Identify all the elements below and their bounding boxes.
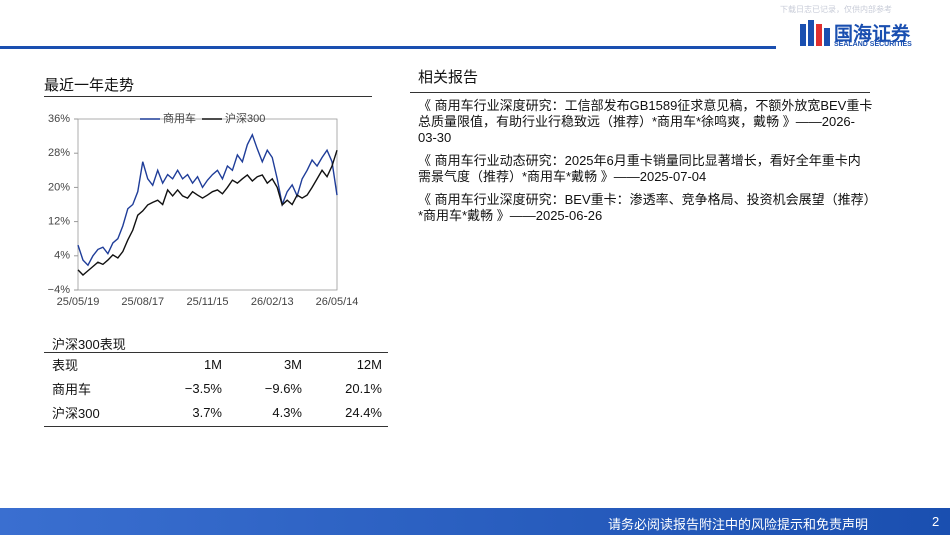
rule [44,96,372,97]
table-row: 沪深300 3.7% 4.3% 24.4% [52,400,382,424]
table-cell: 24.4% [345,404,382,420]
table-cell: −3.5% [184,380,222,396]
table-cell: 3.7% [192,404,222,420]
table-cell: 12M [356,356,382,372]
y-tick-label: −4% [48,284,71,296]
x-tick-label: 26/02/13 [251,296,294,308]
reports-list: 《 商用车行业深度研究：工信部发布GB1589征求意见稿，不额外放宽BEV重卡总… [418,98,873,231]
trend-title: 最近一年走势 [44,77,135,94]
rule [410,92,870,93]
report-item: 《 商用车行业动态研究：2025年6月重卡销量同比显著增长，看好全年重卡内需景气… [418,153,861,184]
y-tick-label: 36% [48,113,70,125]
y-tick-label: 20% [48,181,70,193]
legend-label: 沪深300 [225,111,265,125]
page-number: 2 [932,514,940,529]
reports-title: 相关报告 [418,69,479,86]
report-item: 《 商用车行业深度研究：BEV重卡：渗透率、竞争格局、投资机会展望（推荐）*商用… [418,192,871,223]
table-cell: 4.3% [272,404,302,420]
y-tick-label: 12% [48,216,70,228]
x-tick-label: 25/05/19 [57,296,100,308]
perf-table: 表现 1M 3M 12M 商用车 −3.5% −9.6% 20.1% 沪深300 3.7% 4.3%… [52,352,382,424]
series-line [77,133,338,267]
table-cell: 表现 [52,357,79,373]
table-cell: 3M [283,356,302,372]
rule [44,352,388,353]
footer-disclaimer: 请务必阅读报告附注中的风险提示和免责声明 [608,517,869,532]
plot-frame [77,118,338,291]
header-rule [0,46,776,49]
y-tick-label: 4% [54,250,70,262]
table-cell: 1M [203,356,222,372]
watermark: 下载日志已记录，仅供内部参考 [780,5,892,14]
series-line [77,149,338,276]
table-cell: 商用车 [52,381,92,397]
table-row: 商用车 −3.5% −9.6% 20.1% [52,376,382,400]
perf-title: 沪深300表现 [52,337,126,352]
table-cell: 20.1% [345,380,382,396]
table-row: 表现 1M 3M 12M [52,352,382,376]
chart: 36% 28% 20% 12% 4% −4%25/05/19 25/08/17 25/11/1… [48,111,359,308]
x-tick-label: 26/05/14 [316,296,359,308]
report-item: 《 商用车行业深度研究：工信部发布GB1589征求意见稿，不额外放宽BEV重卡总… [418,98,873,145]
logo-icon [800,20,830,46]
table-cell: 沪深300 [52,405,100,421]
table-cell: −9.6% [264,380,302,396]
legend-label: 商用车 [163,111,196,125]
logo-en: SEALAND SECURITIES [834,41,912,48]
x-tick-label: 25/08/17 [121,296,164,308]
footer-bar [0,508,950,535]
y-tick-label: 28% [48,147,70,159]
logo-cn: 国海证券 [834,24,911,45]
x-tick-label: 25/11/15 [186,296,228,308]
rule [44,426,388,427]
